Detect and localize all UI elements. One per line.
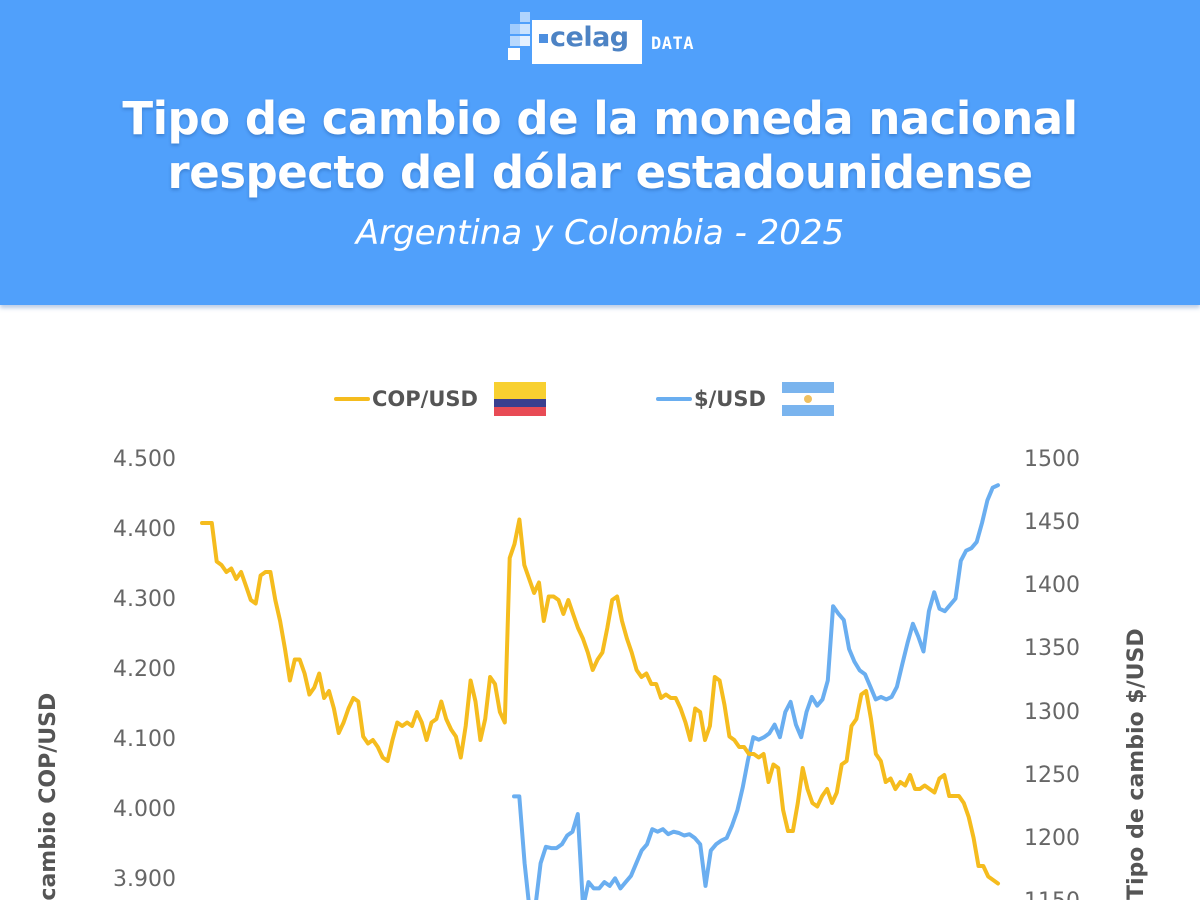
- left-tick: 4.200: [113, 657, 176, 682]
- left-tick: 3.900: [113, 867, 176, 892]
- right-tick: 1500: [1024, 447, 1080, 472]
- sun-of-may-icon: [803, 395, 812, 403]
- left-tick: 4.100: [113, 727, 176, 752]
- logo-brand: celag: [550, 22, 629, 53]
- cop-usd-line: [200, 517, 1000, 886]
- right-tick: 1400: [1024, 573, 1080, 598]
- title-line-2: respecto del dólar estadounidense: [167, 146, 1033, 199]
- right-tick: 1200: [1024, 826, 1080, 851]
- legend-swatch-ars: [656, 397, 692, 401]
- celag-logo: celag DATA: [506, 12, 706, 64]
- ars-usd-line: [512, 483, 1000, 900]
- colombia-flag-icon: [493, 382, 546, 416]
- page-subtitle: Argentina y Colombia - 2025: [355, 213, 845, 253]
- right-tick: 1350: [1024, 636, 1080, 661]
- right-tick: 1150: [1024, 889, 1080, 900]
- left-tick: 4.000: [113, 797, 176, 822]
- header-banner: celag DATA Tipo de cambio de la moneda n…: [0, 0, 1200, 305]
- argentina-flag-icon: [781, 382, 834, 416]
- logo-box: [532, 20, 642, 64]
- page-title: Tipo de cambio de la moneda nacional res…: [0, 92, 1200, 200]
- left-tick: 4.500: [113, 447, 176, 472]
- right-tick: 1250: [1024, 763, 1080, 788]
- logo-square-icon: [539, 34, 548, 43]
- logo-pixel-mosaic-icon: [506, 12, 562, 60]
- left-tick: 4.400: [113, 517, 176, 542]
- logo-suffix: DATA: [651, 34, 694, 54]
- legend-label-ars: $/USD: [694, 387, 766, 411]
- legend-swatch-cop: [334, 397, 370, 401]
- legend-item-ars: $/USD: [656, 378, 834, 420]
- chart-legend: COP/USD $/USD: [0, 378, 1200, 420]
- legend-label-cop: COP/USD: [372, 387, 478, 411]
- left-tick: 4.300: [113, 587, 176, 612]
- title-line-1: Tipo de cambio de la moneda nacional: [122, 92, 1078, 145]
- right-tick: 1450: [1024, 510, 1080, 535]
- right-tick: 1300: [1024, 700, 1080, 725]
- legend-item-cop: COP/USD: [334, 378, 546, 420]
